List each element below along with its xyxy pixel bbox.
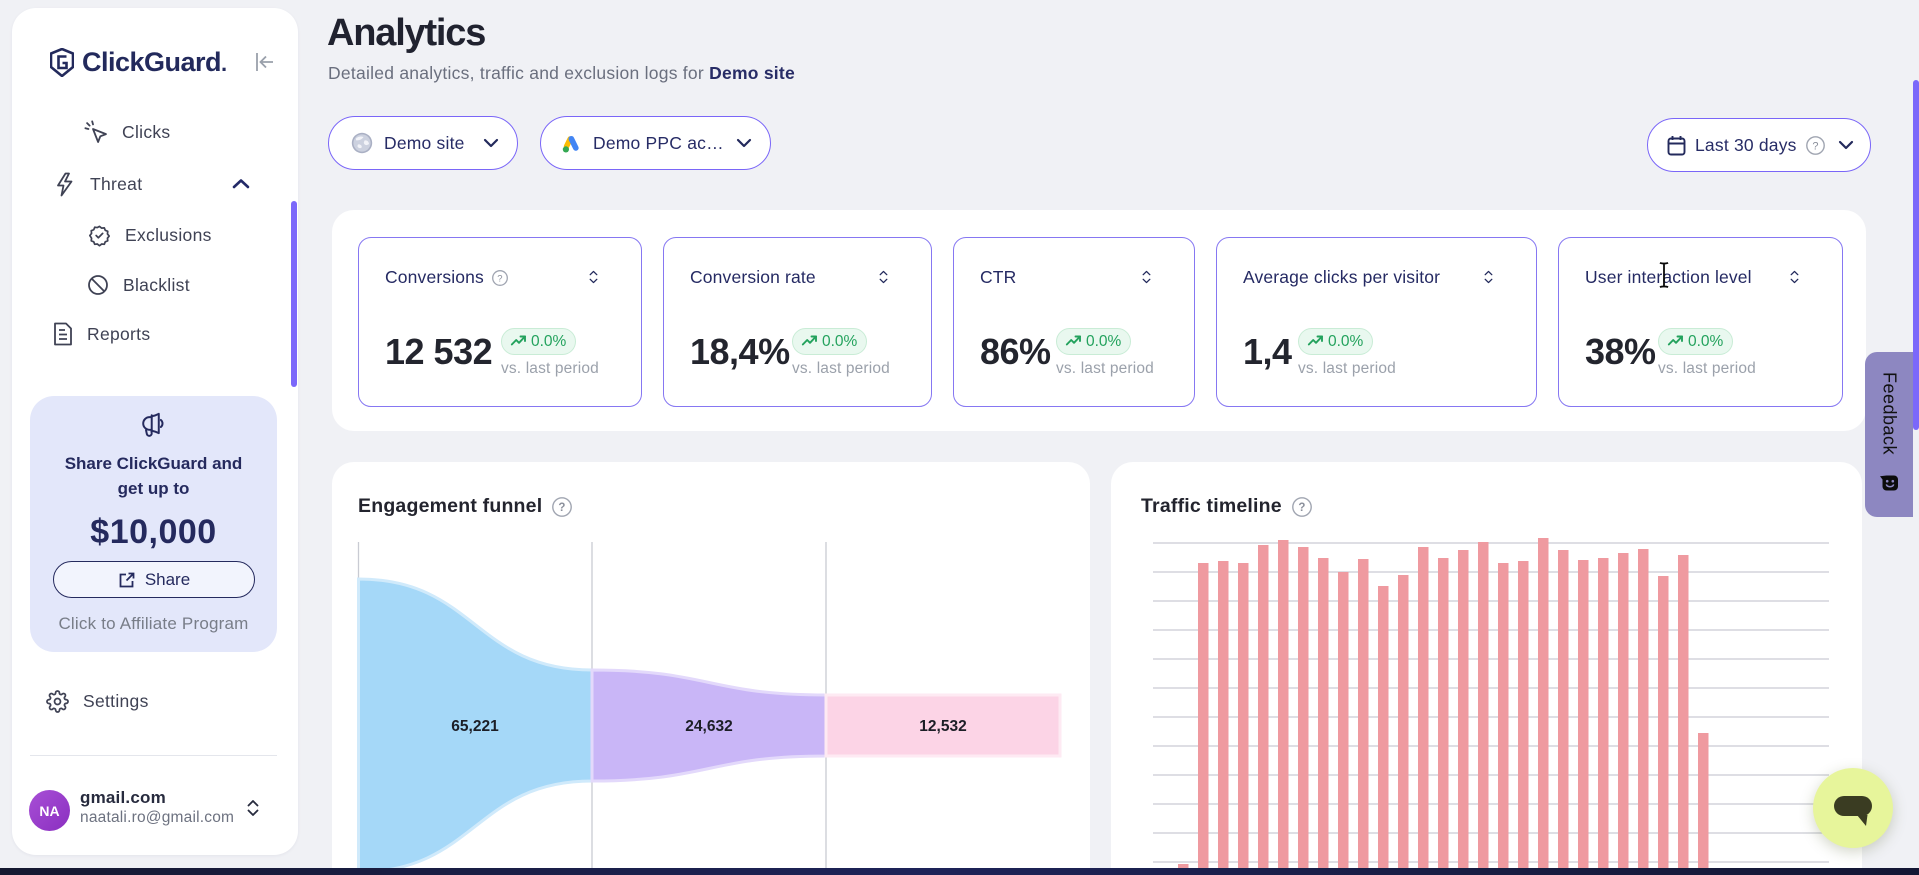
svg-text:?: ? xyxy=(1812,140,1818,152)
svg-text:?: ? xyxy=(1298,502,1305,514)
svg-text:12,532: 12,532 xyxy=(919,718,966,735)
svg-text:65,221: 65,221 xyxy=(451,718,499,735)
svg-text:?: ? xyxy=(497,273,502,284)
svg-text:24,632: 24,632 xyxy=(685,718,732,735)
svg-text:?: ? xyxy=(559,502,566,514)
